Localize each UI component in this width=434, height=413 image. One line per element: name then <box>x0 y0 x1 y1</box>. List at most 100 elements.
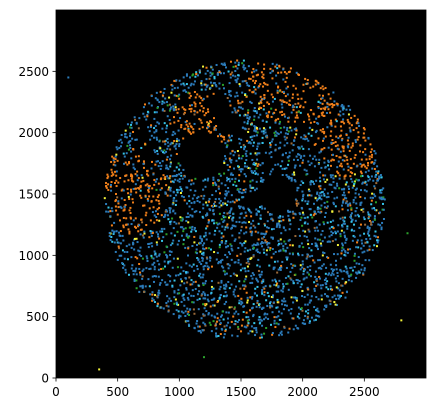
data-point <box>274 108 277 111</box>
data-point <box>240 229 243 232</box>
data-point <box>125 245 128 248</box>
data-point <box>308 301 311 304</box>
data-point <box>210 285 213 288</box>
outlier-point <box>203 356 205 359</box>
data-point <box>250 297 253 300</box>
data-point <box>295 106 298 109</box>
data-point <box>198 95 201 98</box>
data-point <box>252 254 255 257</box>
data-point <box>128 134 131 137</box>
data-point <box>348 122 351 125</box>
data-point <box>204 297 207 300</box>
data-point <box>357 131 360 134</box>
data-point <box>110 181 113 183</box>
data-point <box>294 198 297 201</box>
data-point <box>193 210 196 213</box>
data-point <box>270 107 273 110</box>
data-point <box>193 194 196 197</box>
data-point <box>251 138 254 141</box>
data-point <box>198 325 201 328</box>
data-point <box>367 161 370 164</box>
data-point <box>343 253 346 256</box>
data-point <box>246 165 249 168</box>
data-point <box>239 106 242 109</box>
data-point <box>255 331 258 334</box>
data-point <box>331 232 334 235</box>
data-point <box>351 180 354 183</box>
data-point <box>162 140 165 143</box>
data-point <box>238 174 241 177</box>
data-point <box>136 170 139 173</box>
data-point <box>256 264 259 267</box>
data-point <box>302 246 305 249</box>
data-point <box>196 74 199 77</box>
data-point <box>353 180 356 183</box>
data-point <box>316 192 319 195</box>
data-point <box>185 219 188 222</box>
data-point <box>291 96 294 99</box>
data-point <box>319 184 322 187</box>
data-point <box>188 226 191 229</box>
data-point <box>177 108 180 111</box>
data-point <box>275 82 278 85</box>
data-point <box>252 224 255 227</box>
data-point <box>378 175 381 178</box>
data-point <box>156 121 159 124</box>
data-point <box>260 336 263 339</box>
data-point <box>123 257 126 260</box>
data-point <box>295 199 298 202</box>
data-point <box>243 221 246 224</box>
data-point <box>253 322 256 325</box>
data-point <box>258 152 261 155</box>
data-point <box>286 175 289 178</box>
data-point <box>278 318 281 321</box>
data-point <box>319 171 322 174</box>
data-point <box>175 309 178 312</box>
data-point <box>239 85 242 88</box>
data-point <box>161 100 164 103</box>
data-point <box>371 207 374 210</box>
data-point <box>175 199 178 202</box>
data-point <box>153 280 155 283</box>
data-point <box>320 198 323 201</box>
data-point <box>256 285 259 288</box>
data-point <box>369 214 372 217</box>
data-point <box>218 197 221 200</box>
data-point <box>338 296 341 299</box>
data-point <box>265 299 268 302</box>
data-point <box>380 226 383 229</box>
data-point <box>232 272 235 275</box>
data-point <box>218 70 221 73</box>
data-point <box>155 91 158 94</box>
data-point <box>340 229 343 232</box>
data-point <box>292 108 295 111</box>
data-point <box>277 163 280 166</box>
data-point <box>331 174 334 177</box>
data-point <box>266 226 269 229</box>
data-point <box>350 273 353 276</box>
data-point <box>165 283 168 286</box>
data-point <box>297 110 300 113</box>
data-point <box>145 211 148 214</box>
data-point <box>141 277 144 280</box>
data-point <box>287 163 290 166</box>
data-point <box>302 83 305 86</box>
data-point <box>309 265 312 268</box>
data-point <box>247 260 250 263</box>
data-point <box>292 158 295 161</box>
data-point <box>305 276 308 279</box>
data-point <box>238 221 241 224</box>
data-point <box>182 137 185 140</box>
data-point <box>132 219 135 222</box>
data-point <box>129 188 132 191</box>
data-point <box>239 269 242 272</box>
data-point <box>353 181 356 184</box>
data-point <box>301 295 304 298</box>
data-point <box>167 260 170 263</box>
data-point <box>196 243 199 246</box>
data-point <box>273 316 276 319</box>
data-point <box>129 126 132 129</box>
data-point <box>341 277 344 280</box>
data-point <box>205 66 208 69</box>
data-point <box>336 104 339 107</box>
